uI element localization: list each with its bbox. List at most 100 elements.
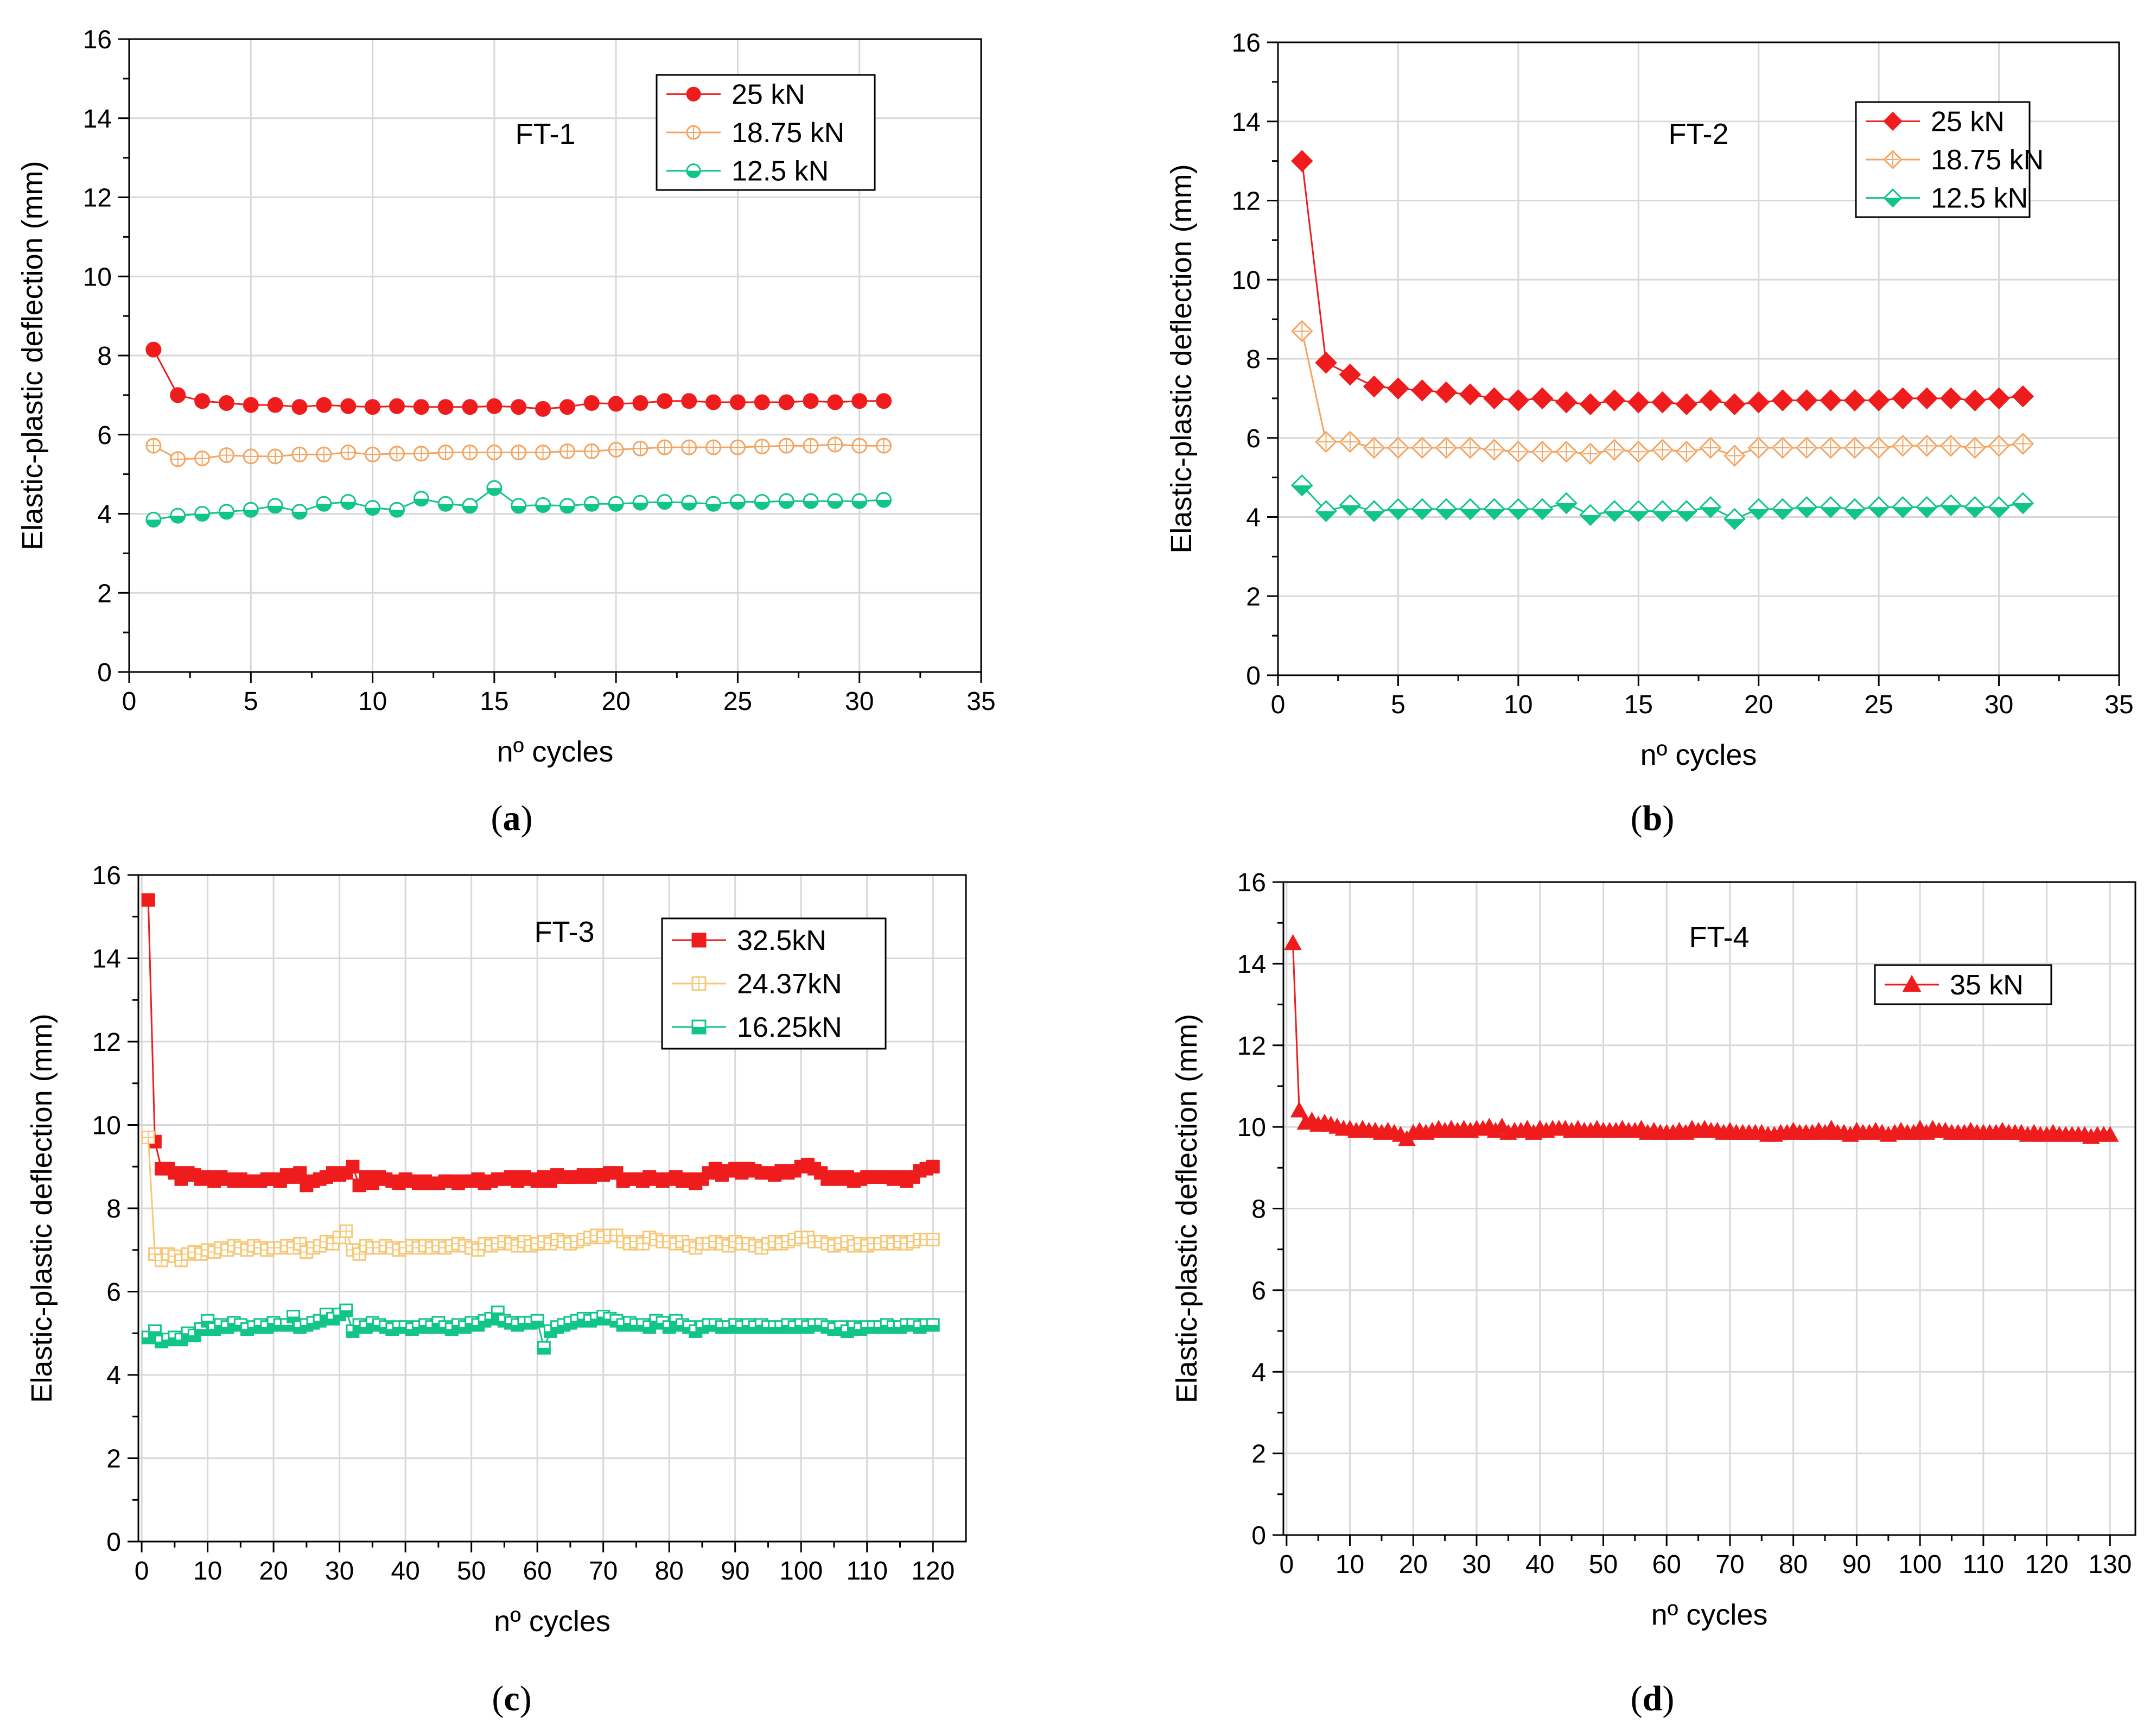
y-tick-label: 10: [1237, 1113, 1266, 1142]
data-point: [1459, 383, 1481, 405]
x-tick-label: 20: [259, 1557, 288, 1586]
data-point: [1411, 379, 1434, 402]
y-tick-label: 2: [97, 579, 112, 608]
data-point: [1315, 351, 1337, 374]
x-tick-label: 30: [845, 687, 874, 716]
y-tick-label: 14: [1232, 108, 1261, 137]
legend-item: 25 kN: [666, 79, 805, 110]
legend: 25 kN 18.75 kN 12.5 kN: [1855, 101, 2044, 218]
marker-half: [584, 504, 599, 511]
marker-half: [1676, 511, 1697, 521]
data-point: [1603, 389, 1626, 411]
marker-half: [287, 1316, 300, 1323]
caption-letter: b: [1642, 798, 1663, 838]
y-tick-label: 2: [1246, 582, 1261, 611]
marker-half: [1556, 503, 1576, 513]
x-tick-label: 110: [1963, 1550, 2005, 1579]
y-tick-label: 16: [1237, 868, 1266, 897]
series-1: [141, 893, 940, 1193]
gridlines: [1283, 881, 2135, 1536]
data-point: [1795, 389, 1818, 411]
x-tick-label: 50: [457, 1557, 486, 1586]
data-point: [1363, 375, 1385, 398]
x-tick-label: 80: [654, 1557, 683, 1586]
y-tick-label: 0: [106, 1528, 121, 1557]
data-point: [729, 394, 746, 410]
series-1: [1290, 150, 2034, 416]
data-point: [1555, 391, 1578, 414]
data-point: [340, 398, 357, 414]
data-point: [754, 394, 770, 410]
data-point: [1531, 387, 1554, 410]
x-tick-label: 30: [1462, 1550, 1491, 1579]
marker-half: [706, 504, 721, 511]
x-tick-label: 30: [1985, 690, 2013, 719]
marker-half: [195, 513, 209, 521]
marker-half: [1484, 509, 1504, 519]
x-tick-label: 35: [966, 687, 995, 716]
data-point: [346, 1159, 360, 1174]
marker-half: [1965, 507, 1985, 517]
marker-half: [360, 1327, 372, 1333]
marker-half: [682, 503, 696, 510]
data-point: [1902, 974, 1922, 992]
legend: 25 kN 18.75 kN 12.5 kN: [656, 74, 876, 191]
data-point: [608, 396, 624, 412]
marker-half: [1772, 509, 1793, 519]
marker-half: [149, 1331, 161, 1337]
series-1: [1284, 934, 2119, 1146]
marker-half: [804, 501, 818, 509]
caption-letter: c: [504, 1679, 520, 1719]
marker-half: [2013, 503, 2033, 513]
y-tick-label: 6: [97, 421, 112, 450]
marker-half: [828, 501, 842, 509]
chart-title: FT-4: [1689, 921, 1749, 954]
legend-item: 35 kN: [1885, 969, 2024, 1001]
x-tick-label: 100: [1898, 1550, 1942, 1579]
data-point: [1579, 393, 1602, 416]
data-point: [1290, 150, 1313, 172]
caption-d: (d): [1630, 1679, 1675, 1719]
marker-half: [692, 1027, 705, 1033]
data-point: [926, 1159, 940, 1174]
marker-half: [487, 488, 501, 496]
data-point: [1988, 387, 2010, 410]
legend-label: 18.75 kN: [732, 117, 844, 149]
y-tick-label: 6: [106, 1278, 121, 1307]
data-point: [1916, 387, 1938, 410]
marker-half: [425, 1327, 438, 1333]
data-point: [389, 398, 405, 414]
y-tick-label: 4: [106, 1361, 121, 1390]
y-tick-label: 10: [92, 1112, 121, 1140]
legend-label: 25 kN: [1931, 106, 2005, 137]
data-point: [1675, 393, 1698, 416]
data-point: [876, 393, 892, 409]
x-tick-label: 90: [1842, 1550, 1871, 1579]
data-point: [2101, 1126, 2119, 1142]
data-point: [686, 86, 701, 102]
x-tick-label: 60: [523, 1557, 551, 1586]
marker-half: [779, 501, 794, 509]
data-point: [1651, 391, 1674, 414]
data-point: [827, 394, 843, 410]
series-2: [141, 1131, 940, 1267]
data-point: [1867, 389, 1890, 411]
legend-label: 12.5 kN: [1931, 183, 2028, 214]
x-tick-label: 0: [1279, 1550, 1294, 1579]
marker-half: [689, 1331, 702, 1337]
marker-half: [485, 1318, 498, 1325]
marker-half: [1917, 507, 1937, 517]
x-tick-label: 120: [911, 1557, 955, 1586]
marker-half: [341, 502, 355, 509]
marker-half: [463, 505, 477, 513]
data-point: [1627, 391, 1650, 414]
marker-half: [531, 1321, 544, 1327]
marker-half: [472, 1324, 484, 1331]
legend-label: 16.25kN: [737, 1012, 842, 1043]
legend-label: 35 kN: [1950, 969, 2024, 1001]
y-tick-label: 14: [1237, 950, 1266, 979]
data-point: [803, 393, 819, 409]
x-tick-label: 110: [846, 1557, 888, 1586]
